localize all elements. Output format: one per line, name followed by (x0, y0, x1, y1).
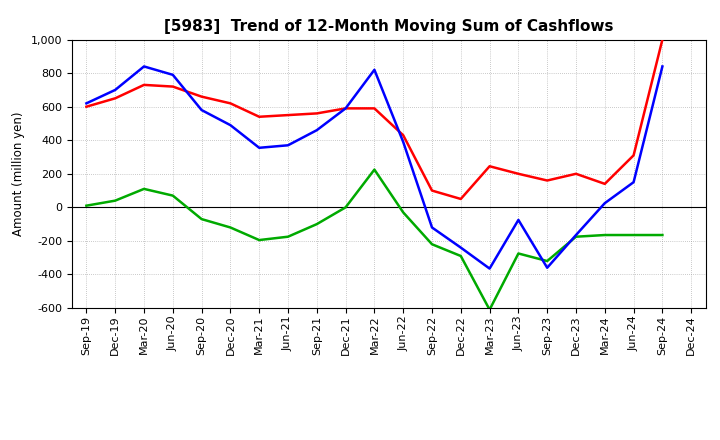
Free Cashflow (600, 201, 609, 206)
Operating Cashflow (629, 153, 638, 158)
Operating Cashflow (485, 164, 494, 169)
Investing Cashflow (197, 216, 206, 222)
Free Cashflow (456, 245, 465, 250)
Free Cashflow (399, 139, 408, 145)
Line: Free Cashflow: Free Cashflow (86, 66, 662, 268)
Free Cashflow (485, 266, 494, 271)
Free Cashflow (312, 128, 321, 133)
Operating Cashflow (140, 82, 148, 88)
Investing Cashflow (111, 198, 120, 203)
Investing Cashflow (168, 193, 177, 198)
Investing Cashflow (370, 167, 379, 172)
Investing Cashflow (572, 234, 580, 239)
Operating Cashflow (428, 188, 436, 193)
Operating Cashflow (456, 196, 465, 202)
Free Cashflow (543, 265, 552, 270)
Investing Cashflow (226, 225, 235, 230)
Operating Cashflow (600, 181, 609, 187)
Investing Cashflow (284, 234, 292, 239)
Line: Operating Cashflow: Operating Cashflow (86, 40, 662, 199)
Y-axis label: Amount (million yen): Amount (million yen) (12, 112, 25, 236)
Line: Investing Cashflow: Investing Cashflow (86, 169, 662, 310)
Investing Cashflow (428, 242, 436, 247)
Free Cashflow (111, 87, 120, 92)
Free Cashflow (284, 143, 292, 148)
Operating Cashflow (284, 113, 292, 118)
Investing Cashflow (255, 238, 264, 243)
Operating Cashflow (341, 106, 350, 111)
Title: [5983]  Trend of 12-Month Moving Sum of Cashflows: [5983] Trend of 12-Month Moving Sum of C… (164, 19, 613, 34)
Investing Cashflow (341, 205, 350, 210)
Free Cashflow (255, 145, 264, 150)
Investing Cashflow (140, 186, 148, 191)
Operating Cashflow (399, 132, 408, 138)
Free Cashflow (226, 122, 235, 128)
Free Cashflow (140, 64, 148, 69)
Operating Cashflow (658, 37, 667, 42)
Investing Cashflow (600, 232, 609, 238)
Operating Cashflow (370, 106, 379, 111)
Operating Cashflow (312, 111, 321, 116)
Free Cashflow (629, 180, 638, 185)
Free Cashflow (168, 72, 177, 77)
Operating Cashflow (111, 95, 120, 101)
Investing Cashflow (456, 253, 465, 259)
Operating Cashflow (82, 104, 91, 109)
Free Cashflow (82, 101, 91, 106)
Operating Cashflow (168, 84, 177, 89)
Operating Cashflow (226, 101, 235, 106)
Investing Cashflow (543, 258, 552, 264)
Operating Cashflow (572, 171, 580, 176)
Free Cashflow (341, 106, 350, 111)
Investing Cashflow (82, 203, 91, 208)
Investing Cashflow (312, 221, 321, 227)
Free Cashflow (514, 217, 523, 223)
Investing Cashflow (514, 251, 523, 256)
Free Cashflow (428, 225, 436, 230)
Operating Cashflow (514, 171, 523, 176)
Free Cashflow (658, 64, 667, 69)
Investing Cashflow (658, 232, 667, 238)
Investing Cashflow (485, 307, 494, 312)
Operating Cashflow (255, 114, 264, 119)
Investing Cashflow (399, 210, 408, 215)
Operating Cashflow (197, 94, 206, 99)
Investing Cashflow (629, 232, 638, 238)
Operating Cashflow (543, 178, 552, 183)
Free Cashflow (572, 232, 580, 238)
Free Cashflow (197, 107, 206, 113)
Free Cashflow (370, 67, 379, 73)
